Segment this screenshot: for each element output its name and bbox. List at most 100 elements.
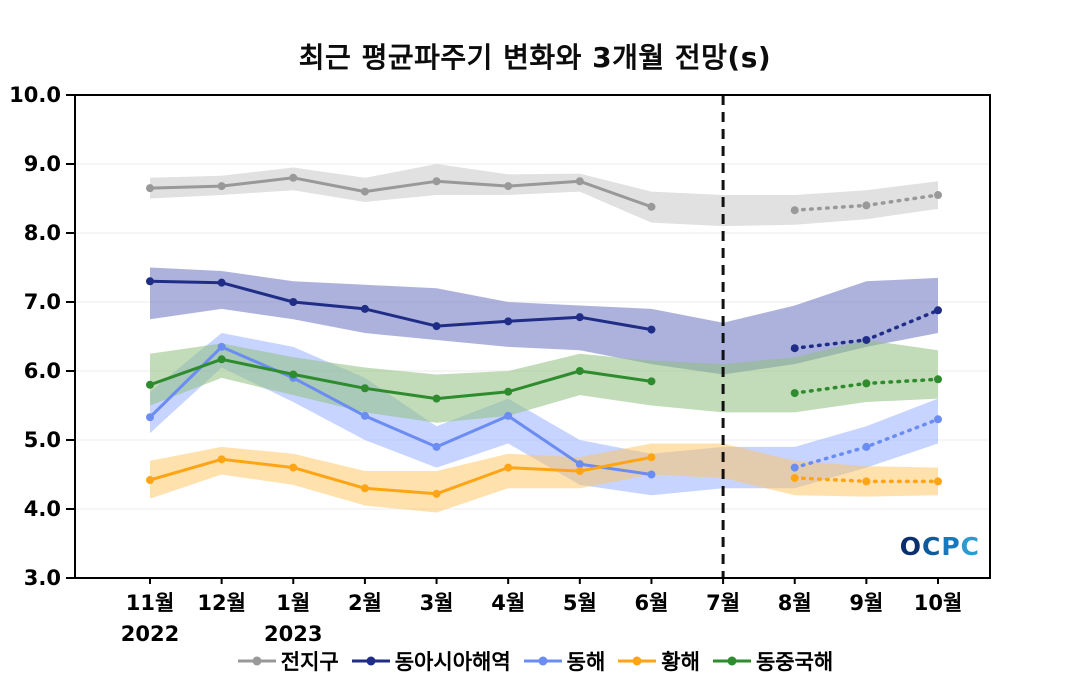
- y-tick-label: 10.0: [9, 83, 61, 107]
- marker-global: [146, 184, 154, 193]
- marker-east-china-sea: [647, 377, 656, 386]
- legend-label-yellow-sea: 황해: [661, 650, 700, 674]
- band-east-asia: [150, 267, 938, 375]
- marker-global: [289, 173, 298, 182]
- x-tick-label: 4월: [491, 591, 525, 615]
- marker-yellow-sea: [360, 484, 369, 493]
- band-yellow-sea: [150, 443, 938, 513]
- marker-east-asia: [647, 325, 656, 334]
- marker-east-asia: [575, 313, 584, 322]
- marker-east-sea: [862, 442, 871, 451]
- legend-item-yellow-sea: 황해: [617, 646, 700, 676]
- legend-item-east-asia: 동아시아해역: [351, 646, 511, 676]
- ocpc-logo-letter: O: [899, 532, 922, 561]
- band-global: [150, 164, 938, 227]
- marker-yellow-sea: [575, 467, 584, 476]
- x-tick-label: 7월: [706, 591, 740, 615]
- marker-global: [862, 201, 871, 210]
- legend-item-east-china-sea: 동중국해: [712, 646, 833, 676]
- marker-yellow-sea: [146, 476, 154, 485]
- marker-east-china-sea: [504, 387, 513, 396]
- marker-global: [432, 177, 441, 186]
- x-tick-label: 12월: [197, 591, 246, 615]
- x-tick-label: 8월: [778, 591, 812, 615]
- ocpc-logo: OCPC: [872, 532, 980, 561]
- line-global: [149, 176, 653, 209]
- marker-east-asia: [862, 335, 871, 344]
- marker-yellow-sea: [934, 477, 942, 486]
- marker-east-asia: [217, 278, 226, 287]
- marker-east-china-sea: [217, 355, 226, 364]
- marker-east-china-sea: [862, 379, 871, 388]
- x-tick-label: 5월: [563, 591, 597, 615]
- marker-east-china-sea: [934, 375, 942, 384]
- marker-east-asia: [790, 344, 799, 353]
- ocpc-logo-letter: P: [941, 532, 961, 561]
- marker-east-sea: [360, 411, 369, 420]
- marker-global: [575, 177, 584, 186]
- y-tick-label: 5.0: [24, 428, 61, 452]
- marker-east-sea: [647, 470, 656, 479]
- chart-title: 최근 평균파주기 변화와 3개월 전망(s): [298, 41, 772, 74]
- marker-yellow-sea: [862, 477, 871, 486]
- y-tick-label: 6.0: [24, 359, 61, 383]
- legend-item-east-sea: 동해: [523, 646, 606, 676]
- x-tick-label: 2월: [348, 591, 382, 615]
- line-east-china-sea: [149, 357, 652, 401]
- marker-east-sea: [217, 342, 226, 351]
- marker-yellow-sea: [217, 455, 226, 464]
- marker-east-sea: [790, 463, 799, 472]
- marker-yellow-sea: [790, 473, 799, 482]
- marker-east-china-sea: [575, 367, 584, 375]
- marker-east-asia: [146, 277, 154, 286]
- marker-global: [934, 191, 942, 200]
- marker-east-asia: [360, 304, 369, 313]
- marker-yellow-sea: [647, 453, 656, 462]
- marker-east-china-sea: [360, 384, 369, 393]
- marker-east-china-sea: [432, 394, 441, 403]
- y-tick-label: 9.0: [24, 152, 61, 176]
- x-tick-label: 11월: [126, 591, 175, 615]
- x-tick-label: 9월: [849, 591, 883, 615]
- y-tick-label: 4.0: [24, 497, 61, 521]
- marker-yellow-sea: [432, 489, 441, 498]
- marker-east-china-sea: [146, 380, 154, 389]
- line-east-sea: [148, 345, 652, 476]
- y-tick-label: 7.0: [24, 290, 61, 314]
- marker-east-sea: [934, 415, 942, 424]
- x-tick-label: 3월: [420, 591, 454, 615]
- x-year-label: 2022: [121, 622, 179, 646]
- marker-east-asia: [289, 298, 298, 306]
- marker-east-asia: [504, 317, 513, 326]
- line-east-asia: [149, 279, 652, 332]
- marker-global: [217, 182, 226, 191]
- x-tick-label: 10월: [914, 591, 963, 615]
- marker-global: [647, 202, 656, 211]
- legend-item-global: 전지구: [237, 646, 339, 676]
- x-tick-label: 1월: [276, 591, 310, 615]
- x-year-label: 2023: [264, 622, 322, 646]
- marker-east-asia: [934, 306, 942, 315]
- x-tick-label: 6월: [634, 591, 668, 615]
- marker-east-china-sea: [289, 370, 298, 379]
- line-yellow-sea: [149, 455, 652, 496]
- legend-label-global: 전지구: [280, 650, 339, 674]
- legend-marker-global: [237, 656, 276, 666]
- y-tick-label: 3.0: [24, 566, 61, 590]
- marker-east-sea: [432, 442, 441, 451]
- marker-east-sea: [146, 413, 154, 422]
- legend: 전지구 동아시아해역 동해 황해 동중국해: [0, 646, 1070, 676]
- plot-border: [74, 94, 991, 579]
- marker-global: [504, 182, 513, 191]
- legend-marker-east-sea: [523, 656, 562, 666]
- legend-marker-east-asia: [351, 656, 390, 666]
- marker-global: [790, 206, 799, 215]
- legend-marker-east-china-sea: [712, 656, 751, 666]
- marker-east-sea: [575, 460, 584, 469]
- legend-label-east-asia: 동아시아해역: [394, 650, 511, 674]
- legend-label-east-sea: 동해: [566, 650, 606, 674]
- legend-label-east-china-sea: 동중국해: [755, 650, 834, 674]
- ocpc-logo-letter: C: [960, 532, 980, 561]
